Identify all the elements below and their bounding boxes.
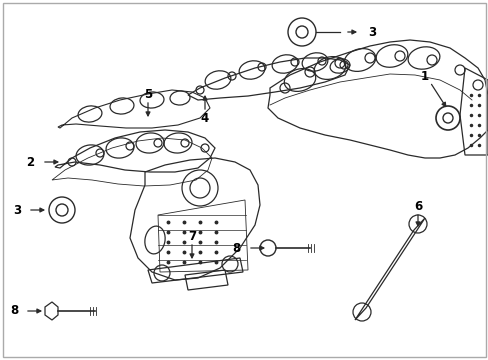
Text: 6: 6 xyxy=(413,199,421,212)
Text: 8: 8 xyxy=(231,242,240,255)
Text: 2: 2 xyxy=(26,156,34,168)
Polygon shape xyxy=(45,302,58,320)
Text: 3: 3 xyxy=(13,203,21,216)
Text: 4: 4 xyxy=(201,112,209,125)
Text: 5: 5 xyxy=(143,87,152,100)
Text: 1: 1 xyxy=(420,69,428,82)
Text: 8: 8 xyxy=(10,305,18,318)
Text: 3: 3 xyxy=(367,26,375,39)
Text: 7: 7 xyxy=(187,230,196,243)
